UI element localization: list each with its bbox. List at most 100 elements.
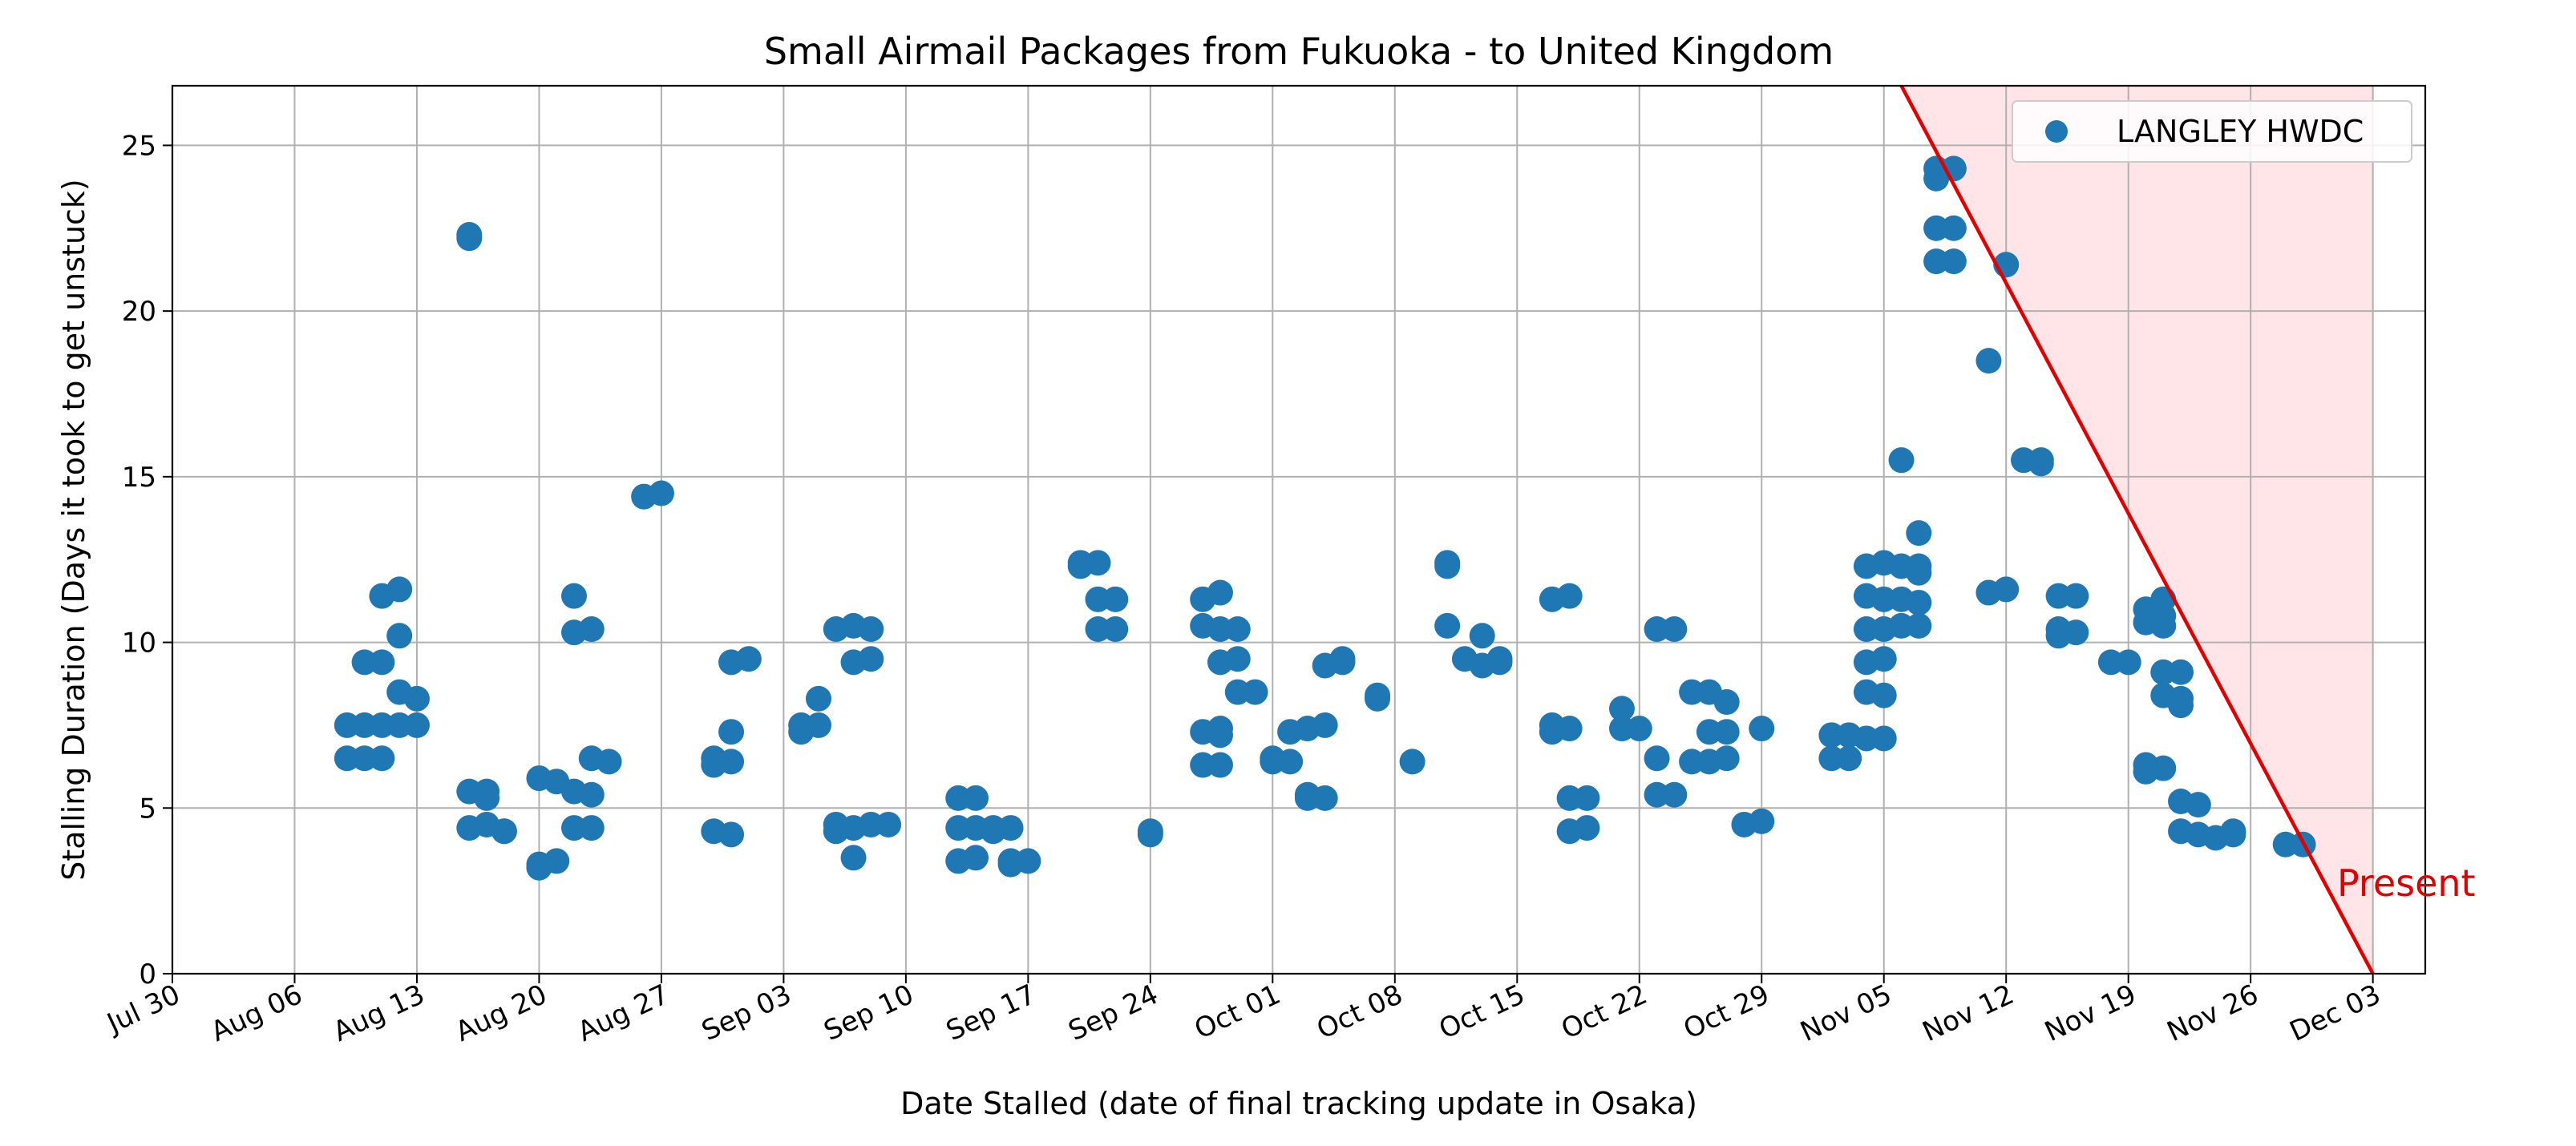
data-point <box>1556 583 1583 609</box>
data-point <box>2063 583 2089 609</box>
data-point <box>1574 815 1600 841</box>
data-point <box>1870 646 1897 672</box>
data-point <box>1749 808 1775 834</box>
data-point <box>544 848 570 874</box>
x-tick-label: Aug 06 <box>206 979 307 1048</box>
x-tick-label: Aug 27 <box>573 979 674 1048</box>
data-point <box>840 845 867 871</box>
data-point <box>1888 447 1915 474</box>
data-point <box>1626 716 1652 742</box>
data-point <box>456 225 483 252</box>
data-point <box>1608 696 1635 722</box>
data-point <box>386 623 413 649</box>
x-tick-label: Aug 20 <box>451 979 552 1048</box>
y-axis: 0 5 10 15 20 25 <box>122 130 172 991</box>
data-point <box>1102 616 1129 643</box>
data-point <box>1713 719 1740 745</box>
legend-label: LANGLEY HWDC <box>2117 114 2364 149</box>
data-point <box>718 719 745 745</box>
data-point <box>1713 745 1740 772</box>
data-point <box>735 646 762 672</box>
x-tick-label: Oct 15 <box>1434 979 1530 1046</box>
x-tick-label: Nov 05 <box>1795 979 1896 1048</box>
data-point <box>1661 616 1688 643</box>
data-point <box>1469 623 1495 649</box>
data-point <box>1906 589 1932 615</box>
plot-frame <box>171 84 2427 975</box>
data-point <box>386 576 413 603</box>
data-point <box>1906 520 1932 547</box>
y-tick-label: 15 <box>122 462 156 494</box>
x-axis-title: Date Stalled (date of final tracking upd… <box>900 1086 1697 1121</box>
x-tick-label: Nov 12 <box>1918 979 2019 1048</box>
data-point <box>1434 612 1461 639</box>
present-line-layer <box>1899 86 2375 974</box>
x-tick-label: Aug 13 <box>329 979 430 1048</box>
x-tick-label: Sep 03 <box>697 979 796 1047</box>
data-point <box>1993 576 2020 603</box>
data-point <box>1224 646 1251 672</box>
data-point <box>1224 616 1251 643</box>
data-point <box>963 785 989 811</box>
data-point <box>1242 679 1268 705</box>
data-point <box>1975 348 2002 374</box>
data-point <box>1207 579 1233 606</box>
data-point <box>2220 821 2246 848</box>
data-point <box>1661 781 1688 808</box>
data-point <box>648 480 674 506</box>
y-axis-title: Stalling Duration (Days it took to get u… <box>56 179 91 881</box>
y-tick-label: 5 <box>139 793 156 825</box>
data-point <box>997 815 1024 841</box>
data-point <box>1906 553 1932 579</box>
x-tick-label: Nov 26 <box>2162 979 2263 1048</box>
data-point <box>2168 659 2194 685</box>
y-tick-label: 20 <box>122 296 156 328</box>
data-point <box>1207 752 1233 778</box>
data-point <box>578 616 605 643</box>
data-point <box>1486 649 1513 676</box>
data-point <box>2150 755 2177 781</box>
data-point <box>1085 550 1111 576</box>
data-point <box>858 616 884 643</box>
data-point <box>2150 612 2177 639</box>
data-point <box>858 646 884 672</box>
data-point <box>1940 215 1967 241</box>
data-point <box>578 781 605 808</box>
data-point <box>491 818 517 845</box>
y-tick-label: 25 <box>122 130 156 162</box>
x-tick-label: Oct 29 <box>1679 979 1774 1046</box>
data-point <box>718 821 745 848</box>
data-point <box>1312 785 1338 811</box>
chart-title: Small Airmail Packages from Fukuoka - to… <box>764 30 1834 73</box>
data-points <box>334 155 2316 881</box>
data-point <box>474 778 500 805</box>
data-point <box>1870 725 1897 752</box>
data-point <box>578 815 605 841</box>
data-point <box>1015 848 1041 874</box>
data-point <box>1713 688 1740 715</box>
data-point <box>2168 692 2194 719</box>
data-point <box>1749 716 1775 742</box>
data-point <box>403 712 430 738</box>
legend-box <box>2012 100 2412 163</box>
x-tick-label: Oct 08 <box>1312 979 1407 1046</box>
data-point <box>805 685 831 712</box>
data-point <box>2028 450 2054 477</box>
data-point <box>1870 682 1897 708</box>
data-point <box>1434 550 1461 576</box>
data-point <box>718 749 745 775</box>
x-axis: Jul 30 Aug 06 Aug 13 Aug 20 Aug 27 Sep 03 Sep … <box>101 974 2385 1048</box>
data-point <box>1102 586 1129 612</box>
data-point <box>1556 716 1583 742</box>
data-point <box>1312 712 1338 738</box>
data-point <box>596 749 622 775</box>
data-point <box>369 649 395 676</box>
data-point <box>1365 682 1391 708</box>
data-point <box>2185 792 2211 818</box>
x-tick-label: Sep 10 <box>819 979 919 1047</box>
data-point <box>1329 649 1356 676</box>
data-point <box>1644 745 1670 772</box>
data-point <box>2115 649 2141 676</box>
present-label: Present <box>2337 862 2476 905</box>
